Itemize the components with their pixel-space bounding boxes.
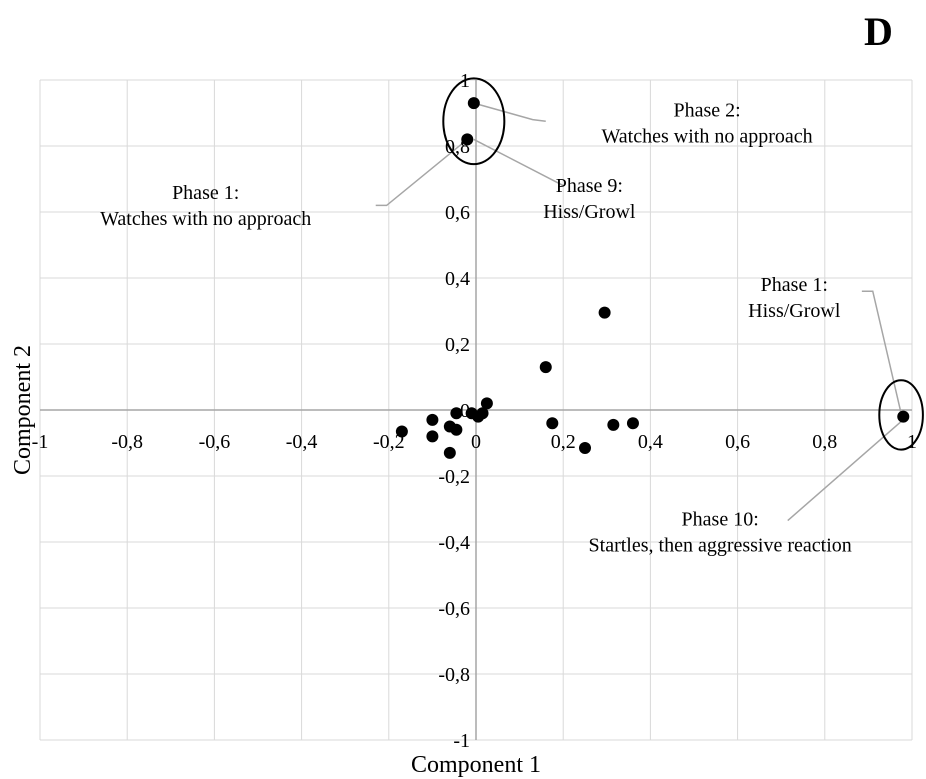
data-point [607, 418, 620, 431]
x-tick-label: 0,4 [638, 431, 663, 453]
annotation-line: Watches with no approach [100, 208, 311, 230]
data-point [467, 97, 480, 110]
data-point [598, 306, 611, 319]
data-point [897, 410, 910, 423]
annotation-label: Phase 9: Hiss/Growl [543, 175, 636, 223]
annotation-label: Phase 1: Hiss/Growl [748, 274, 841, 322]
annotation-line: Hiss/Growl [748, 300, 841, 322]
y-axis-label: Component 2 [10, 345, 36, 475]
annotation-leaders [375, 102, 902, 522]
callout-line [787, 420, 902, 522]
data-point [465, 407, 478, 420]
data-point [579, 441, 591, 454]
annotation-line: Phase 1: [761, 274, 828, 296]
annotation-line: Startles, then aggressive reaction [589, 535, 852, 557]
callout-line [375, 138, 468, 207]
y-tick-label: 0,6 [445, 202, 470, 224]
x-tick-label: 0 [471, 431, 481, 453]
y-tick-label: 1 [460, 70, 470, 92]
x-tick-label: -1 [32, 431, 49, 453]
x-axis-label: Component 1 [411, 752, 541, 778]
y-tick-label: 0,2 [445, 334, 470, 356]
data-point [546, 417, 559, 430]
data-point [626, 417, 639, 430]
annotation-line: Phase 2: [673, 99, 740, 121]
highlight-ellipses [442, 77, 924, 451]
annotation-label: Phase 1: Watches with no approach [100, 182, 311, 230]
highlight-ellipse [878, 379, 924, 451]
x-tick-label: 0,8 [812, 431, 837, 453]
data-point [539, 361, 552, 374]
data-point [450, 407, 463, 420]
y-tick-label: -0,4 [438, 532, 470, 554]
y-tick-label: 0 [460, 400, 470, 422]
annotation-line: Watches with no approach [602, 125, 813, 147]
data-point [461, 133, 474, 146]
y-tick-label: -0,8 [438, 664, 470, 686]
tick-labels: -1 -0,8 -0,6 -0,4 -0,2 0 0,2 0,4 0,6 0,8 1-1-0,8-0… [32, 70, 917, 752]
y-tick-label: -0,2 [438, 466, 470, 488]
annotation-line: Phase 1: [172, 182, 239, 204]
annotation-line: Phase 10: [682, 509, 759, 531]
y-tick-label: -1 [453, 730, 470, 752]
data-point [426, 413, 439, 426]
panel-label: D [864, 9, 893, 54]
y-tick-label: -0,6 [438, 598, 470, 620]
callout-line [473, 138, 564, 187]
annotation-line: Hiss/Growl [543, 201, 636, 223]
annotation-label: Phase 10: Startles, then aggressive react… [589, 509, 852, 557]
highlight-ellipse [442, 77, 506, 166]
data-point [443, 446, 456, 459]
data-points [395, 97, 910, 459]
x-tick-label: -0,8 [111, 431, 143, 453]
x-tick-label: -0,4 [286, 431, 318, 453]
annotation-line: Phase 9: [556, 175, 623, 197]
annotation-label: Phase 2: Watches with no approach [602, 99, 813, 147]
x-tick-label: 1 [907, 431, 917, 453]
y-tick-label: 0,8 [445, 136, 470, 158]
x-tick-label: 0,2 [551, 431, 576, 453]
data-point [426, 430, 439, 443]
callout-line [861, 290, 902, 414]
callout-line [473, 102, 546, 122]
x-tick-label: -0,2 [373, 431, 405, 453]
data-point [450, 423, 463, 436]
data-point [480, 397, 493, 410]
data-point [395, 425, 408, 438]
x-tick-label: 0,6 [725, 431, 750, 453]
x-tick-label: -0,6 [199, 431, 231, 453]
y-tick-label: 0,4 [445, 268, 470, 290]
